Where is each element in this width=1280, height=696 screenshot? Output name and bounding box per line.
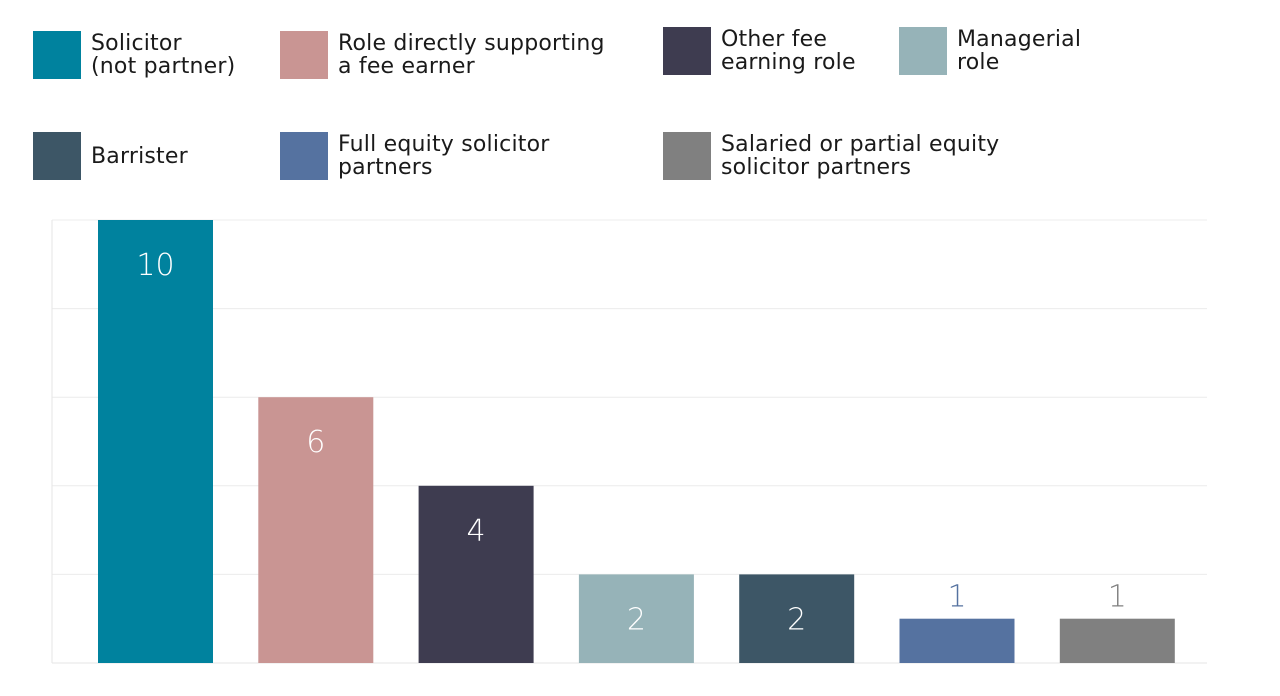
legend-item: Barrister (33, 132, 188, 180)
legend-item: Solicitor (not partner) (33, 31, 235, 79)
legend-swatch (899, 27, 947, 75)
bar (1059, 618, 1175, 663)
legend-label: Managerial role (957, 27, 1082, 75)
legend-swatch (33, 132, 81, 180)
bar (98, 220, 213, 663)
bar (899, 618, 1015, 663)
data-label: 6 (306, 425, 325, 460)
legend-swatch (280, 31, 328, 79)
bar (258, 397, 374, 663)
data-label: 4 (467, 514, 486, 549)
legend-swatch (280, 132, 328, 180)
gridlines (52, 219, 1207, 575)
bar (418, 485, 534, 663)
legend-swatch (663, 27, 711, 75)
bar (739, 574, 855, 663)
data-label: 1 (947, 580, 966, 615)
legend-label: Salaried or partial equity solicitor par… (721, 132, 1000, 180)
legend-item: Other fee earning role (663, 27, 856, 75)
data-label: 1 (1108, 580, 1127, 615)
legend-item: Salaried or partial equity solicitor par… (663, 132, 999, 180)
legend-swatch (663, 132, 711, 180)
legend-item: Full equity solicitor partners (280, 132, 550, 180)
legend-label: Solicitor (not partner) (91, 31, 236, 79)
legend-label: Role directly supporting a fee earner (338, 31, 605, 79)
legend-label: Full equity solicitor partners (338, 132, 550, 180)
legend-label: Other fee earning role (721, 27, 856, 75)
bar (578, 574, 694, 663)
legend-label: Barrister (91, 143, 188, 169)
legend-item: Managerial role (899, 27, 1081, 75)
legend-swatch (33, 31, 81, 79)
data-label: 2 (787, 602, 806, 637)
legend-item: Role directly supporting a fee earner (280, 31, 605, 79)
data-label: 10 (136, 248, 174, 283)
data-label: 2 (627, 602, 646, 637)
